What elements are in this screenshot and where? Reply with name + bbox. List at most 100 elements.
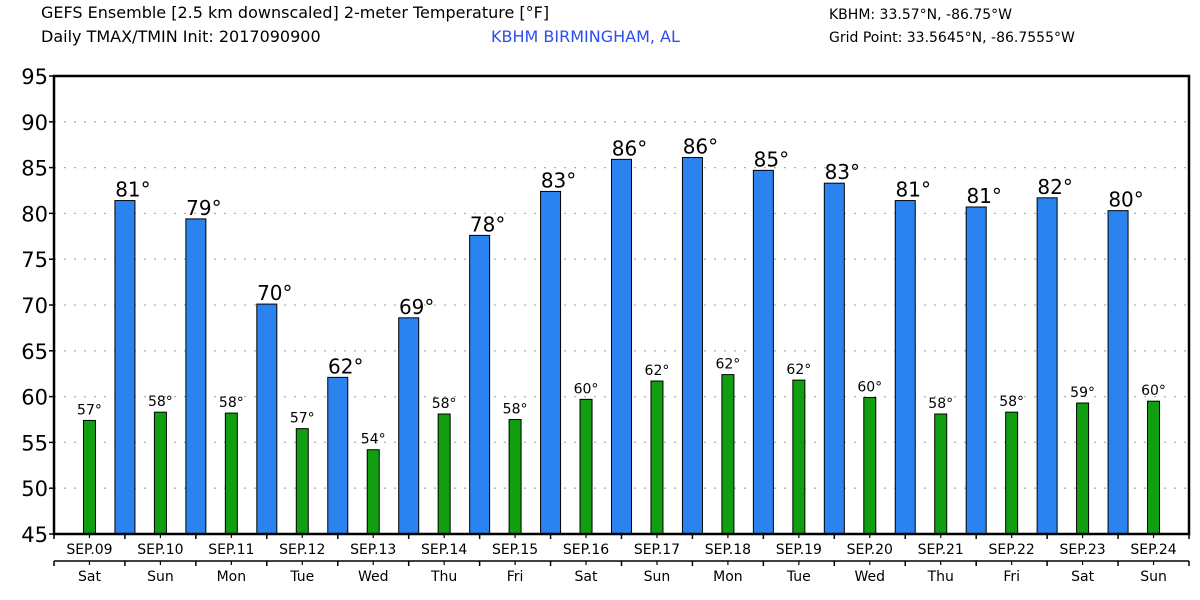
tmax-bar [327,376,349,535]
x-weekday-label: Sat [1071,569,1094,585]
station-coordinates: KBHM: 33.57°N, -86.75°W [829,7,1012,23]
y-tick-label: 90 [21,111,48,135]
tmax-bar [611,158,632,535]
tmax-label: 69° [399,295,434,319]
tmin-label: 59° [1070,385,1095,401]
tmin-label: 62° [715,357,740,373]
chart-title: GEFS Ensemble [2.5 km downscaled] 2-mete… [41,3,550,22]
y-tick-label: 85 [21,157,48,181]
x-date-label: SEP.19 [776,542,822,558]
tmin-bar [224,412,238,535]
y-tick-label: 75 [21,248,48,272]
tmax-label: 81° [966,184,1001,208]
x-date-label: SEP.13 [350,542,396,558]
tmin-bar [153,411,167,535]
tmax-label: 85° [754,147,789,171]
x-date-label: SEP.09 [66,542,112,558]
tmin-label: 58° [503,402,528,418]
tmax-bar [1107,210,1129,535]
x-date-label: SEP.18 [705,542,751,558]
tmax-bar [256,303,278,535]
tmax-bar [894,200,916,535]
tmax-label: 78° [470,212,505,236]
tmin-bar [366,449,380,535]
tmin-bar [650,380,664,535]
x-weekday-label: Thu [430,569,457,585]
x-date-label: SEP.12 [279,542,325,558]
tmax-bar [185,218,207,535]
y-tick-label: 60 [21,386,48,410]
x-weekday-label: Mon [217,569,247,585]
y-tick-label: 65 [21,340,48,364]
tmax-label: 81° [896,178,931,202]
axes: 45 50 55 60 65 70 75 80 85 90 95 SEP.09 Sat SEP.10 Sun… [21,65,1191,585]
x-weekday-label: Fri [1003,569,1020,585]
x-weekday-label: Sun [147,569,174,585]
tmin-bar [579,398,593,535]
tmin-bar [863,397,877,535]
tmax-bar [540,190,562,535]
y-tick-label: 95 [21,65,48,89]
x-weekday-label: Sun [1140,569,1167,585]
y-tick-label: 80 [21,202,48,226]
tmax-label: 86° [612,136,647,160]
tmin-bar [437,413,451,535]
x-weekday-label: Thu [927,569,954,585]
tmin-label: 57° [77,402,102,418]
x-weekday-label: Sun [644,569,671,585]
tmax-label: 79° [186,196,221,220]
x-date-label: SEP.20 [847,542,893,558]
tmin-bar [934,413,948,535]
tmin-bar [508,419,522,535]
tmin-label: 62° [645,363,670,379]
bars [82,157,1161,535]
tmax-label: 80° [1108,188,1143,212]
y-tick-label: 50 [21,477,48,501]
x-weekday-label: Wed [855,569,886,585]
tmax-bar [681,157,703,535]
x-date-label: SEP.16 [563,542,609,558]
tmin-label: 62° [786,362,811,378]
tmax-label: 81° [115,178,150,202]
tmax-bar [752,169,774,535]
x-date-label: SEP.23 [1059,542,1105,558]
tmax-label: 70° [257,281,292,305]
station-name: KBHM BIRMINGHAM, AL [491,27,680,46]
tmin-label: 57° [290,411,315,427]
x-weekday-label: Mon [713,569,743,585]
x-date-label: SEP.10 [137,542,183,558]
x-date-label: SEP.22 [989,542,1035,558]
x-weekday-label: Wed [358,569,389,585]
tmax-bar [1036,197,1058,535]
tmin-label: 58° [148,394,173,410]
x-weekday-label: Tue [289,569,314,585]
chart-subtitle: Daily TMAX/TMIN Init: 2017090900 [41,27,321,46]
y-tick-label: 45 [21,523,48,547]
tmax-bar [469,234,491,535]
tmin-label: 58° [432,396,457,412]
tmin-label: 60° [574,381,599,397]
grid-point-coordinates: Grid Point: 33.5645°N, -86.7555°W [829,30,1075,46]
x-date-label: SEP.15 [492,542,538,558]
tmax-bar [114,200,136,535]
x-date-label: SEP.24 [1130,542,1176,558]
bar-labels: 57° 58° 58° 57° 54° 58° 58° 60° 62° 62° 62° 60° 58° 5… [77,135,1166,448]
tmax-label: 86° [683,135,718,159]
tmin-bar [792,379,806,535]
tmax-label: 62° [328,354,363,378]
x-date-label: SEP.21 [918,542,964,558]
tmax-label: 83° [541,168,576,192]
x-date-label: SEP.14 [421,542,467,558]
x-weekday-label: Tue [786,569,811,585]
y-tick-label: 55 [21,431,48,455]
tmax-bar [398,317,420,535]
tmin-label: 58° [999,394,1024,410]
x-weekday-label: Fri [507,569,524,585]
tmin-bar [1005,411,1019,535]
tmin-label: 60° [857,380,882,396]
tmin-bar [295,428,309,535]
x-weekday-label: Sat [575,569,598,585]
tmin-bar [1147,400,1161,535]
tmin-label: 58° [928,396,953,412]
